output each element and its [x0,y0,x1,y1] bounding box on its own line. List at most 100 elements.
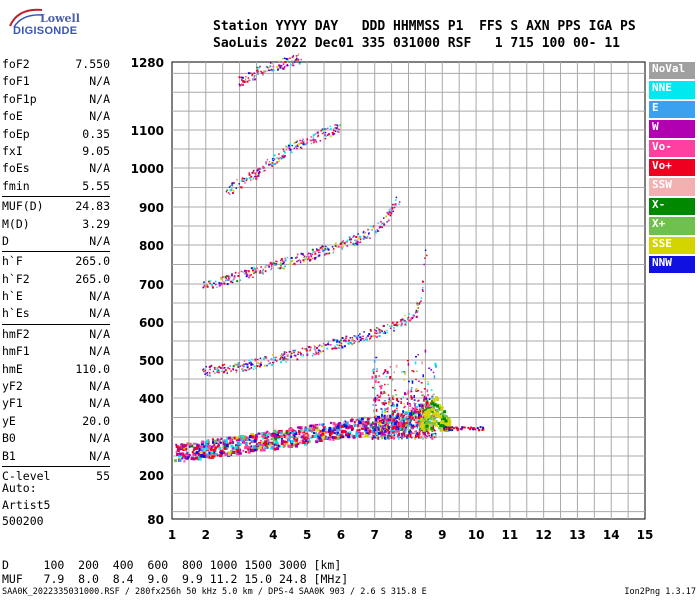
echo-point [367,233,370,235]
echo-point [296,144,299,147]
echo-point [298,441,301,444]
echo-point [379,220,382,223]
echo-point [326,247,329,249]
echo-point [355,242,357,245]
echo-point [209,368,211,371]
echo-point [373,388,376,390]
echo-point [197,455,201,459]
echo-point [347,339,350,342]
echo-point [392,321,395,323]
echo-point [298,142,301,145]
echo-point [396,421,400,425]
echo-point [386,428,390,432]
echo-point [336,125,339,128]
echo-point [215,442,218,445]
echo-point [421,405,424,407]
param-label: foF2 [2,57,30,71]
echo-point [427,413,431,417]
echo-point [266,66,269,68]
echo-point [391,420,393,423]
echo-point [306,352,308,355]
echo-point [416,427,419,430]
echo-point [425,436,428,438]
param-label: foEp [2,126,30,141]
echo-point [380,384,383,387]
echo-point [389,402,391,404]
echo-point [358,434,362,438]
echo-point [401,425,404,428]
echo-point [445,421,449,425]
echo-point [334,242,337,245]
auto-code: 500200 [2,514,44,528]
echo-point [205,440,209,444]
echo-point [432,406,436,410]
echo-point [254,359,257,362]
echo-point [236,363,239,366]
echo-point [247,72,250,75]
echo-point [403,414,406,417]
echo-point [389,420,392,423]
echo-point [352,338,354,341]
echo-point [230,444,234,448]
echo-point [231,448,234,451]
param-value: 20.0 [82,413,110,428]
echo-point [214,446,218,450]
legend-item: NNW [649,255,695,274]
echo-point [233,276,236,279]
echo-point [434,435,437,437]
echo-point [232,181,235,184]
echo-point [353,335,355,337]
param-label: MUF(D) [2,199,44,214]
echo-point [261,73,264,76]
echo-point [334,127,336,129]
echo-point [182,452,185,455]
echo-point [262,268,265,271]
echo-point [360,417,364,421]
echo-point [384,332,387,335]
echo-point [239,186,242,188]
echo-point [332,132,334,134]
echo-point [388,397,391,401]
echo-point [283,444,286,447]
echo-point [232,450,236,454]
echo-point [257,432,260,435]
echo-point [392,396,395,400]
echo-point [312,134,315,137]
echo-point [201,440,205,444]
echo-point [379,428,382,432]
echo-point [401,426,405,430]
echo-point [174,459,178,463]
echo-point [387,431,391,435]
echo-point [414,415,417,418]
y-tick-label: 800 [139,239,164,253]
echo-point [294,432,298,436]
echo-point [302,140,305,142]
echo-point [285,441,288,444]
echo-point [426,403,430,407]
echo-point [280,356,283,358]
echo-point [256,170,259,172]
echo-point [332,439,335,442]
echo-point [218,282,221,285]
echo-point [285,351,288,354]
param-label: foEs [2,161,30,176]
echo-point [256,177,258,180]
echo-point [372,225,375,227]
echo-point [257,443,261,447]
legend-item: Vo+ [649,158,695,177]
echo-point [406,317,409,319]
echo-point [396,403,399,407]
echo-point [362,230,365,233]
echo-point [290,443,293,446]
echo-point [423,413,427,417]
echo-point [313,344,316,347]
echo-point [364,236,366,238]
echo-point [273,356,275,359]
echo-point [312,432,315,435]
echo-point [226,366,229,369]
param-separator [2,465,110,467]
echo-point [399,432,401,435]
echo-point [325,128,327,130]
echo-point [277,429,280,432]
param-label: yE [2,413,16,428]
